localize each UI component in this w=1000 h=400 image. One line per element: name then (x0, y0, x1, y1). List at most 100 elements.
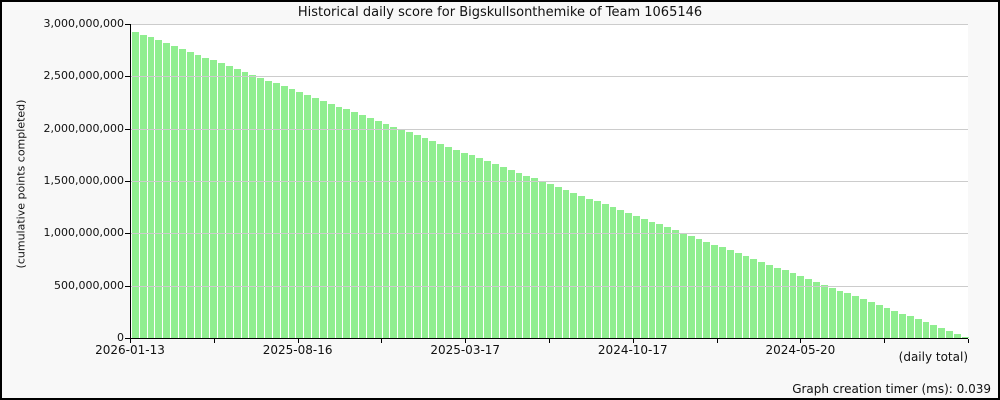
x-tick-label: 2024-10-17 (597, 343, 668, 357)
y-tick-mark (125, 24, 131, 25)
daily-score-bar (265, 80, 272, 338)
daily-score-bar (405, 132, 413, 338)
daily-score-bar (860, 299, 867, 338)
daily-score-bar (820, 284, 828, 338)
gridline (131, 233, 968, 235)
daily-score-bar (484, 161, 492, 338)
daily-score-bar (280, 86, 288, 338)
daily-score-bar (139, 34, 147, 338)
y-tick-mark (125, 285, 131, 287)
daily-score-bar (953, 333, 961, 338)
x-tick-mark (632, 339, 634, 343)
y-tick-mark (125, 181, 131, 182)
daily-score-bar (633, 215, 640, 338)
daily-score-bar (194, 54, 202, 338)
daily-score-bar (312, 97, 319, 338)
gridline (131, 76, 968, 78)
daily-score-bar (586, 198, 593, 338)
daily-score-bar (664, 227, 672, 338)
x-tick-mark (884, 339, 886, 343)
daily-score-bar (570, 192, 578, 338)
daily-score-bar (703, 241, 711, 338)
daily-score-bar (523, 175, 531, 338)
daily-score-bar (930, 325, 938, 338)
daily-score-bar (922, 322, 930, 338)
gridline (131, 181, 968, 182)
daily-score-bar (734, 253, 742, 338)
daily-score-bar (335, 106, 343, 338)
y-tick-mark (125, 76, 131, 78)
gridline (131, 128, 968, 130)
daily-score-bar (773, 267, 781, 338)
daily-score-bar (359, 115, 366, 338)
daily-score-bar (132, 31, 139, 338)
daily-score-bar (609, 207, 617, 338)
daily-score-bar (946, 330, 953, 338)
plot-area (130, 24, 969, 339)
daily-score-bar (593, 201, 601, 338)
daily-score-bar (304, 95, 312, 338)
x-tick-mark (968, 339, 969, 343)
daily-score-bar (476, 158, 484, 338)
daily-score-bar (445, 146, 452, 338)
graph-timer-text: Graph creation timer (ms): 0.039 (792, 382, 991, 396)
x-tick-mark (381, 339, 383, 343)
daily-score-bar (750, 258, 758, 338)
daily-score-bar (515, 172, 523, 338)
y-tick-label: 2,500,000,000 (43, 69, 124, 83)
daily-score-bar (186, 51, 194, 338)
daily-score-bar (233, 69, 241, 338)
daily-score-bar (539, 181, 546, 338)
daily-score-bar (805, 279, 813, 338)
daily-score-bar (272, 83, 280, 338)
daily-score-bar (351, 112, 359, 338)
y-tick-label: 500,000,000 (54, 278, 124, 292)
daily-score-bar (711, 244, 719, 338)
daily-score-bar (781, 270, 789, 338)
x-tick-label: 2026-01-13 (95, 343, 165, 357)
daily-score-bar (828, 287, 836, 338)
chart-title: Historical daily score for Bigskullsonth… (297, 5, 703, 20)
daily-score-bar (672, 230, 679, 338)
daily-score-bar (390, 126, 398, 338)
daily-score-bar (366, 118, 374, 338)
daily-score-bar (726, 250, 734, 338)
daily-score-bar (460, 152, 468, 338)
y-tick-label: 2,000,000,000 (43, 121, 124, 135)
daily-score-bar (468, 155, 476, 338)
y-tick-label: 0 (117, 331, 124, 344)
daily-score-bar (296, 92, 304, 338)
daily-score-bar (891, 310, 899, 338)
daily-score-bar (343, 109, 351, 338)
daily-score-bar (147, 37, 155, 338)
daily-score-bar (202, 57, 210, 338)
x-tick-label: 2024-05-20 (765, 343, 836, 357)
daily-score-bar (789, 273, 797, 338)
daily-score-bar (452, 149, 460, 338)
daily-score-bar (766, 264, 773, 338)
daily-score-bar (938, 327, 946, 338)
x-axis-unit-label: (daily total) (898, 350, 968, 364)
gridline (131, 24, 968, 25)
daily-score-bar (241, 71, 249, 338)
daily-score-bar (429, 141, 437, 338)
gridline (131, 285, 968, 287)
daily-score-bar (171, 46, 178, 338)
daily-score-bar (656, 224, 664, 338)
daily-score-bar (546, 184, 554, 338)
x-tick-mark (465, 339, 467, 343)
daily-score-bar (492, 164, 499, 338)
daily-score-bar (554, 187, 562, 338)
y-tick-mark (125, 233, 131, 235)
daily-score-bar (578, 195, 586, 338)
daily-score-bar (844, 293, 852, 338)
daily-score-bar (797, 276, 805, 338)
daily-score-bar (288, 89, 296, 338)
daily-score-bar (836, 290, 844, 338)
x-tick-label: 2025-03-17 (430, 343, 501, 357)
daily-score-bar (742, 256, 750, 338)
daily-score-bar (218, 63, 225, 338)
x-tick-label: 2025-08-16 (262, 343, 333, 357)
daily-score-bar (210, 60, 218, 338)
